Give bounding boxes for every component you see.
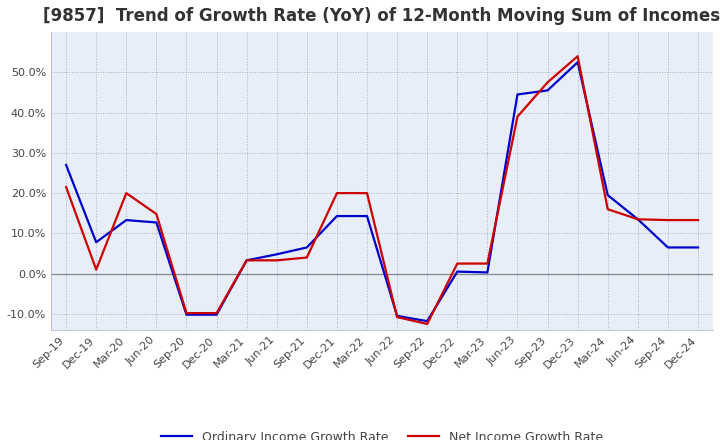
Line: Ordinary Income Growth Rate: Ordinary Income Growth Rate	[66, 62, 698, 321]
Net Income Growth Rate	[272, 258, 281, 263]
Ordinary Income Growth Rate	[212, 312, 221, 317]
Ordinary Income Growth Rate	[182, 312, 191, 317]
Legend: Ordinary Income Growth Rate, Net Income Growth Rate: Ordinary Income Growth Rate, Net Income …	[156, 425, 608, 440]
Ordinary Income Growth Rate	[513, 92, 522, 97]
Ordinary Income Growth Rate	[363, 213, 372, 219]
Ordinary Income Growth Rate	[393, 313, 402, 319]
Ordinary Income Growth Rate	[272, 252, 281, 257]
Ordinary Income Growth Rate	[122, 217, 130, 223]
Net Income Growth Rate	[664, 217, 672, 223]
Title: [9857]  Trend of Growth Rate (YoY) of 12-Month Moving Sum of Incomes: [9857] Trend of Growth Rate (YoY) of 12-…	[43, 7, 720, 25]
Net Income Growth Rate	[603, 206, 612, 212]
Ordinary Income Growth Rate	[543, 88, 552, 93]
Ordinary Income Growth Rate	[634, 216, 642, 222]
Net Income Growth Rate	[543, 80, 552, 85]
Net Income Growth Rate	[212, 311, 221, 316]
Ordinary Income Growth Rate	[333, 213, 341, 219]
Ordinary Income Growth Rate	[664, 245, 672, 250]
Net Income Growth Rate	[243, 258, 251, 263]
Ordinary Income Growth Rate	[302, 245, 311, 250]
Ordinary Income Growth Rate	[573, 59, 582, 65]
Net Income Growth Rate	[92, 267, 101, 272]
Net Income Growth Rate	[573, 54, 582, 59]
Net Income Growth Rate	[182, 311, 191, 316]
Line: Net Income Growth Rate: Net Income Growth Rate	[66, 56, 698, 324]
Ordinary Income Growth Rate	[603, 192, 612, 198]
Ordinary Income Growth Rate	[243, 258, 251, 263]
Net Income Growth Rate	[333, 191, 341, 196]
Net Income Growth Rate	[152, 211, 161, 216]
Ordinary Income Growth Rate	[693, 245, 702, 250]
Ordinary Income Growth Rate	[92, 240, 101, 245]
Ordinary Income Growth Rate	[62, 162, 71, 168]
Ordinary Income Growth Rate	[423, 319, 431, 324]
Net Income Growth Rate	[393, 315, 402, 320]
Net Income Growth Rate	[483, 261, 492, 266]
Ordinary Income Growth Rate	[152, 220, 161, 225]
Net Income Growth Rate	[363, 191, 372, 196]
Net Income Growth Rate	[693, 217, 702, 223]
Net Income Growth Rate	[62, 184, 71, 190]
Net Income Growth Rate	[634, 216, 642, 222]
Ordinary Income Growth Rate	[483, 270, 492, 275]
Ordinary Income Growth Rate	[453, 269, 462, 274]
Net Income Growth Rate	[122, 191, 130, 196]
Net Income Growth Rate	[302, 255, 311, 260]
Net Income Growth Rate	[423, 321, 431, 326]
Net Income Growth Rate	[513, 114, 522, 119]
Net Income Growth Rate	[453, 261, 462, 266]
